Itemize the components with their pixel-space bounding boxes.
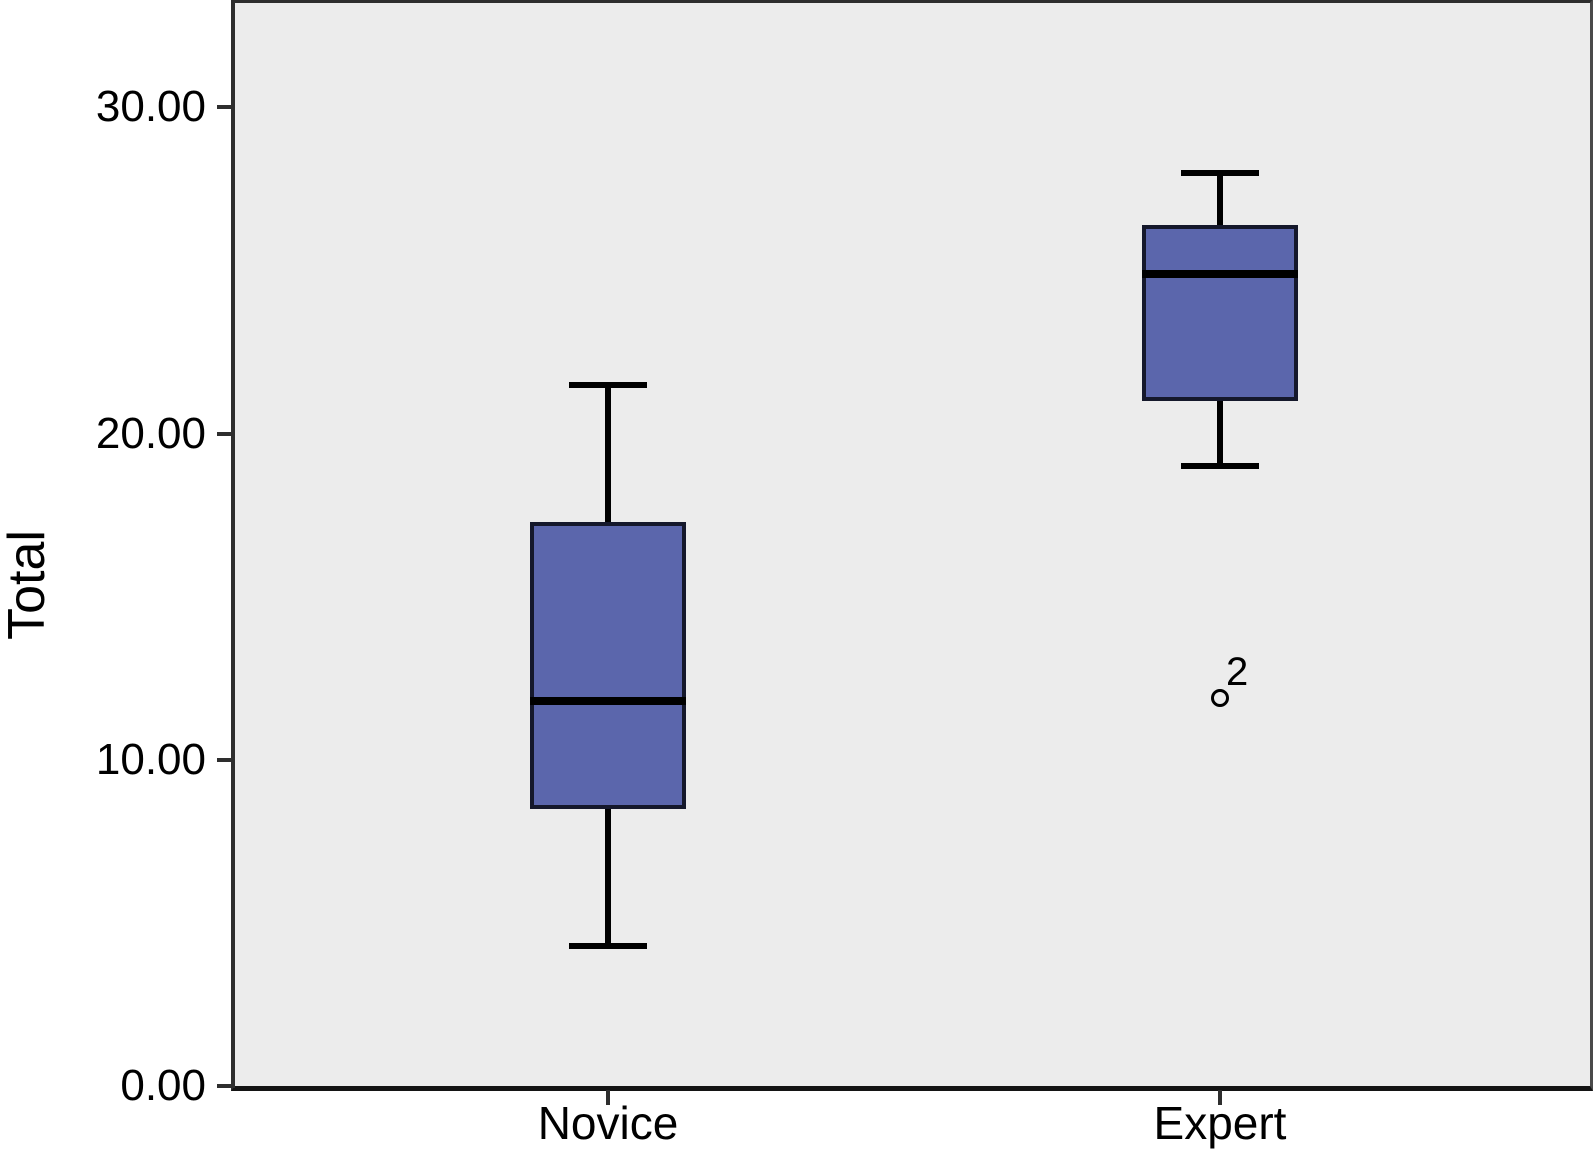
y-axis-tick-label: 10.00 xyxy=(95,734,206,784)
median-line xyxy=(530,697,686,706)
y-axis-tick xyxy=(217,757,235,762)
y-axis-title: Total xyxy=(0,530,56,640)
iqr-box xyxy=(1142,224,1298,401)
x-axis-category-label: Expert xyxy=(1153,1097,1287,1149)
whisker-cap-low xyxy=(569,942,647,949)
x-axis-tick xyxy=(1218,1090,1222,1105)
y-axis-tick-label: 20.00 xyxy=(95,408,206,458)
y-axis-tick xyxy=(217,105,235,110)
median-line xyxy=(1142,269,1298,278)
plot-area xyxy=(231,0,1593,1091)
y-axis-tick xyxy=(217,431,235,436)
iqr-box xyxy=(530,521,686,809)
whisker-cap-high xyxy=(1181,169,1259,176)
y-axis-tick-label: 0.00 xyxy=(120,1061,206,1110)
x-axis-tick xyxy=(606,1090,610,1105)
y-axis-tick-label: 30.00 xyxy=(95,82,206,132)
plot-layer: 2 xyxy=(235,3,1590,1086)
y-axis-tick xyxy=(217,1084,235,1088)
outlier-label: 2 xyxy=(1226,649,1249,694)
whisker-cap-high xyxy=(569,381,647,388)
x-axis-category-label: Novice xyxy=(537,1097,679,1149)
outlier-point xyxy=(1211,688,1229,707)
whisker-cap-low xyxy=(1181,463,1259,470)
